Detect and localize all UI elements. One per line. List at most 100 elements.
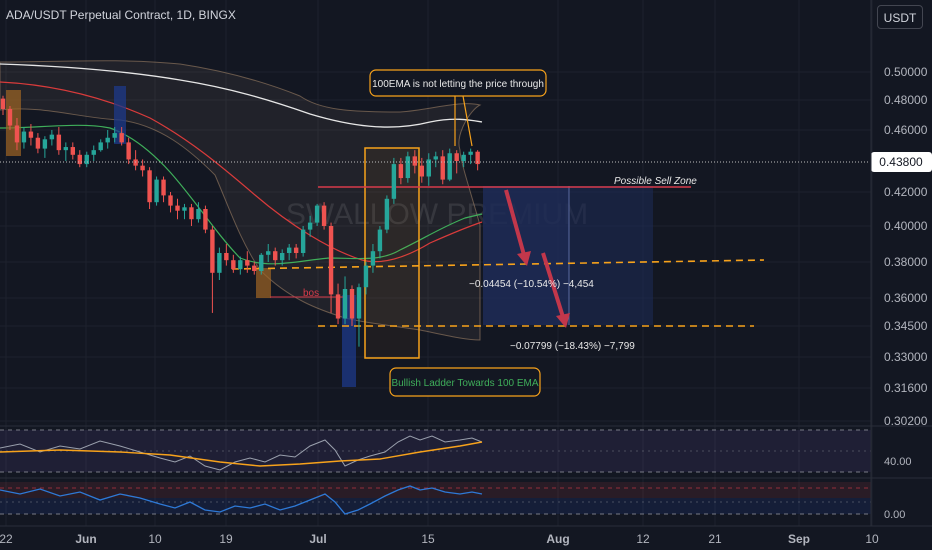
time-tick-label: 21 [708,532,722,546]
ladder-text: Bullish Ladder Towards 100 EMA [391,378,538,389]
candle-body [42,139,48,149]
candle-body [300,229,306,253]
candle-body [126,142,131,160]
candle-body [231,260,236,270]
candle-body [433,156,438,160]
candle-body [461,154,466,161]
candle-body [63,147,69,151]
candle-body [189,207,194,220]
candle-body [133,159,138,166]
currency-button[interactable]: USDT [877,5,923,29]
price-tick-label: 0.34500 [884,319,928,333]
price-tick-label: 0.40000 [884,219,928,233]
price-tick-label: 0.48000 [884,93,928,107]
candle-body [224,253,229,261]
time-tick-label: 15 [421,532,435,546]
candle-body [238,260,243,270]
price-tick-label: 0.42000 [884,185,928,199]
arrow-1 [504,189,526,256]
candle-body [217,253,222,273]
ema-note-callout: 100EMA is not letting the price through [369,69,547,147]
candle-body [7,109,13,126]
candle-body [77,154,82,165]
arrow-1-head [517,251,531,266]
candle-body [28,131,34,138]
candle-body [286,247,292,253]
short-box-2 [569,186,653,325]
ema-100-line [0,63,483,128]
candle-body [363,265,369,288]
candle-body [245,260,250,266]
time-tick-label: Sep [788,532,810,546]
sell-zone-label: Possible Sell Zone [614,176,697,187]
bos-label: bos [303,288,319,299]
candle-body [377,229,383,252]
candle-body [454,153,459,161]
candle-body [98,142,103,151]
candle-series [0,95,480,347]
candle-body [175,205,180,211]
candle-body [412,156,418,166]
candle-body [210,229,215,273]
price-tick-label: 0.33000 [884,350,928,364]
candle-body [307,222,313,230]
candle-body [391,164,397,199]
candle-body [314,205,320,223]
candle-body [468,151,473,155]
candle-body [405,156,411,179]
candle-body [370,251,376,266]
candle-body [49,134,55,140]
price-axis[interactable]: 0.50000 0.48000 0.46000 0.42000 0.40000 0.380… [884,65,928,428]
candle-body [440,156,445,180]
candle-body [196,209,201,220]
candle-body [349,289,355,319]
candle-body [112,133,117,138]
candle-body [384,198,390,230]
oscillator-line [0,485,483,515]
candle-body [342,289,348,319]
candle-body [419,165,424,177]
oscillator-axis-label: 0.00 [884,509,905,521]
time-axis[interactable]: 22 Jun 10 19 Jul 15 Aug 12 21 Sep 10 [0,532,879,546]
rsi-band [0,430,871,472]
candle-body [147,170,152,203]
time-tick-label: Aug [546,532,569,546]
arrow-2 [541,252,565,318]
candle-body [426,159,431,177]
candle-body [280,253,285,261]
rsi-ma-line [0,441,483,467]
bollinger-band [0,60,482,341]
candle-body [321,205,327,226]
candle-body [21,131,27,143]
time-tick-label: 22 [0,532,13,546]
projection-arrows [504,189,570,328]
candle-body [182,207,187,211]
orange-zone-2 [256,268,271,298]
candle-body [266,251,271,255]
candle-body [168,195,173,206]
last-price-text: 0.43800 [879,155,923,169]
ema-note-text: 100EMA is not letting the price through [372,79,544,90]
price-tick-label: 0.30200 [884,414,928,428]
arrow-2-head [556,313,570,328]
candle-body [70,147,75,155]
candle-body [252,265,257,271]
candle-body [335,294,341,319]
rsi-line [0,435,483,471]
measure-2-label: −0.07799 (−18.43%) −7,799 [510,341,635,352]
price-tick-label: 0.31600 [884,381,928,395]
candle-body [161,179,166,196]
time-tick-label: 10 [865,532,879,546]
candle-body [119,133,124,143]
candle-body [203,209,208,230]
last-price-badge: 0.43800 [871,152,932,172]
time-tick-label: Jun [75,532,96,546]
target-1-line [231,259,765,270]
candle-body [35,137,41,149]
price-tick-label: 0.38000 [884,255,928,269]
price-tick-label: 0.36000 [884,291,928,305]
price-pane: SWALLOW PREMIUM Possible Sell Zone bos [0,0,873,526]
measure-1-label: −0.04454 (−10.54%) −4,454 [469,279,594,290]
rsi-axis-label: 40.00 [884,456,912,468]
